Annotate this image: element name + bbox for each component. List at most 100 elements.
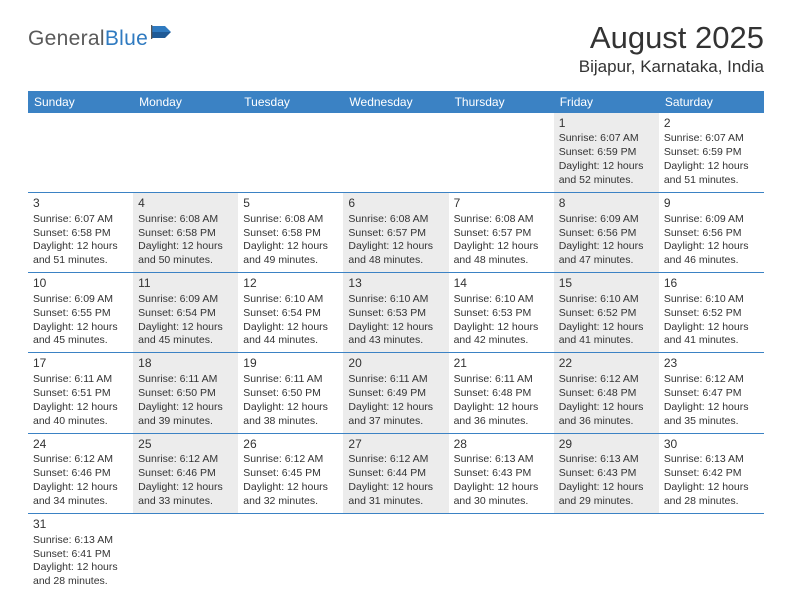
day-detail-line: Daylight: 12 hours and 46 minutes. [664,240,759,268]
day-number: 6 [348,196,443,212]
day-detail-line: Sunset: 6:58 PM [243,227,338,241]
day-detail-line: Sunrise: 6:13 AM [664,453,759,467]
calendar-day-cell: 14Sunrise: 6:10 AMSunset: 6:53 PMDayligh… [449,273,554,352]
day-detail-line: Daylight: 12 hours and 29 minutes. [559,481,654,509]
day-detail-line: Daylight: 12 hours and 30 minutes. [454,481,549,509]
month-title: August 2025 [579,22,764,55]
calendar-day-cell: 26Sunrise: 6:12 AMSunset: 6:45 PMDayligh… [238,434,343,513]
day-number: 17 [33,356,128,372]
day-detail-line: Daylight: 12 hours and 47 minutes. [559,240,654,268]
day-detail-line: Sunrise: 6:13 AM [33,534,128,548]
day-detail-line: Sunset: 6:50 PM [243,387,338,401]
calendar-day-cell: 1Sunrise: 6:07 AMSunset: 6:59 PMDaylight… [554,113,659,192]
day-number: 18 [138,356,233,372]
day-detail-line: Daylight: 12 hours and 28 minutes. [33,561,128,589]
day-detail-line: Sunrise: 6:07 AM [33,213,128,227]
day-detail-line: Sunrise: 6:10 AM [348,293,443,307]
day-detail-line: Sunrise: 6:09 AM [138,293,233,307]
day-detail-line: Daylight: 12 hours and 51 minutes. [664,160,759,188]
day-number: 4 [138,196,233,212]
day-detail-line: Sunrise: 6:07 AM [559,132,654,146]
day-detail-line: Sunset: 6:58 PM [138,227,233,241]
day-number: 7 [454,196,549,212]
day-number: 23 [664,356,759,372]
day-detail-line: Sunset: 6:43 PM [454,467,549,481]
day-detail-line: Daylight: 12 hours and 37 minutes. [348,401,443,429]
day-detail-line: Sunset: 6:44 PM [348,467,443,481]
day-detail-line: Sunrise: 6:11 AM [454,373,549,387]
day-number: 15 [559,276,654,292]
day-detail-line: Sunset: 6:54 PM [138,307,233,321]
weekday-header: Monday [133,91,238,113]
day-detail-line: Sunrise: 6:13 AM [454,453,549,467]
day-detail-line: Daylight: 12 hours and 39 minutes. [138,401,233,429]
calendar-day-cell: 6Sunrise: 6:08 AMSunset: 6:57 PMDaylight… [343,193,448,272]
day-detail-line: Sunset: 6:47 PM [664,387,759,401]
day-number: 3 [33,196,128,212]
calendar-day-cell: 21Sunrise: 6:11 AMSunset: 6:48 PMDayligh… [449,353,554,432]
day-detail-line: Daylight: 12 hours and 36 minutes. [559,401,654,429]
calendar-day-cell [28,113,133,192]
day-detail-line: Sunrise: 6:12 AM [33,453,128,467]
day-detail-line: Daylight: 12 hours and 32 minutes. [243,481,338,509]
day-detail-line: Sunrise: 6:12 AM [664,373,759,387]
weekday-header: Tuesday [238,91,343,113]
day-detail-line: Daylight: 12 hours and 35 minutes. [664,401,759,429]
day-detail-line: Daylight: 12 hours and 41 minutes. [559,321,654,349]
calendar-day-cell [238,514,343,593]
calendar-day-cell: 11Sunrise: 6:09 AMSunset: 6:54 PMDayligh… [133,273,238,352]
calendar-day-cell: 23Sunrise: 6:12 AMSunset: 6:47 PMDayligh… [659,353,764,432]
day-number: 1 [559,116,654,132]
weekday-header-row: Sunday Monday Tuesday Wednesday Thursday… [28,91,764,113]
calendar-day-cell [449,113,554,192]
day-detail-line: Daylight: 12 hours and 48 minutes. [348,240,443,268]
day-detail-line: Sunset: 6:46 PM [138,467,233,481]
day-detail-line: Daylight: 12 hours and 49 minutes. [243,240,338,268]
day-number: 2 [664,116,759,132]
calendar-week-row: 3Sunrise: 6:07 AMSunset: 6:58 PMDaylight… [28,193,764,273]
day-detail-line: Sunrise: 6:12 AM [138,453,233,467]
day-number: 9 [664,196,759,212]
day-number: 11 [138,276,233,292]
calendar-day-cell [238,113,343,192]
calendar-day-cell: 28Sunrise: 6:13 AMSunset: 6:43 PMDayligh… [449,434,554,513]
calendar-day-cell [343,113,448,192]
day-detail-line: Sunset: 6:53 PM [454,307,549,321]
day-detail-line: Daylight: 12 hours and 36 minutes. [454,401,549,429]
weeks-container: 1Sunrise: 6:07 AMSunset: 6:59 PMDaylight… [28,113,764,594]
calendar-week-row: 31Sunrise: 6:13 AMSunset: 6:41 PMDayligh… [28,514,764,593]
calendar-day-cell: 31Sunrise: 6:13 AMSunset: 6:41 PMDayligh… [28,514,133,593]
day-number: 19 [243,356,338,372]
day-detail-line: Sunrise: 6:09 AM [664,213,759,227]
day-detail-line: Sunset: 6:49 PM [348,387,443,401]
day-detail-line: Daylight: 12 hours and 28 minutes. [664,481,759,509]
day-detail-line: Sunset: 6:48 PM [559,387,654,401]
day-number: 8 [559,196,654,212]
flag-icon [151,22,175,46]
calendar-day-cell: 7Sunrise: 6:08 AMSunset: 6:57 PMDaylight… [449,193,554,272]
day-number: 24 [33,437,128,453]
calendar-day-cell: 10Sunrise: 6:09 AMSunset: 6:55 PMDayligh… [28,273,133,352]
day-detail-line: Sunrise: 6:12 AM [243,453,338,467]
calendar-day-cell [554,514,659,593]
day-detail-line: Sunset: 6:45 PM [243,467,338,481]
day-detail-line: Sunset: 6:48 PM [454,387,549,401]
day-detail-line: Sunset: 6:52 PM [559,307,654,321]
calendar-day-cell [659,514,764,593]
calendar-grid: Sunday Monday Tuesday Wednesday Thursday… [28,91,764,594]
calendar-day-cell: 17Sunrise: 6:11 AMSunset: 6:51 PMDayligh… [28,353,133,432]
day-detail-line: Daylight: 12 hours and 31 minutes. [348,481,443,509]
day-detail-line: Sunset: 6:46 PM [33,467,128,481]
day-detail-line: Daylight: 12 hours and 48 minutes. [454,240,549,268]
calendar-day-cell: 22Sunrise: 6:12 AMSunset: 6:48 PMDayligh… [554,353,659,432]
day-detail-line: Sunset: 6:54 PM [243,307,338,321]
day-detail-line: Sunrise: 6:08 AM [138,213,233,227]
day-detail-line: Sunrise: 6:10 AM [243,293,338,307]
calendar-day-cell: 4Sunrise: 6:08 AMSunset: 6:58 PMDaylight… [133,193,238,272]
calendar-day-cell: 29Sunrise: 6:13 AMSunset: 6:43 PMDayligh… [554,434,659,513]
weekday-header: Saturday [659,91,764,113]
day-detail-line: Sunset: 6:57 PM [348,227,443,241]
calendar-day-cell: 27Sunrise: 6:12 AMSunset: 6:44 PMDayligh… [343,434,448,513]
day-number: 29 [559,437,654,453]
day-detail-line: Daylight: 12 hours and 33 minutes. [138,481,233,509]
